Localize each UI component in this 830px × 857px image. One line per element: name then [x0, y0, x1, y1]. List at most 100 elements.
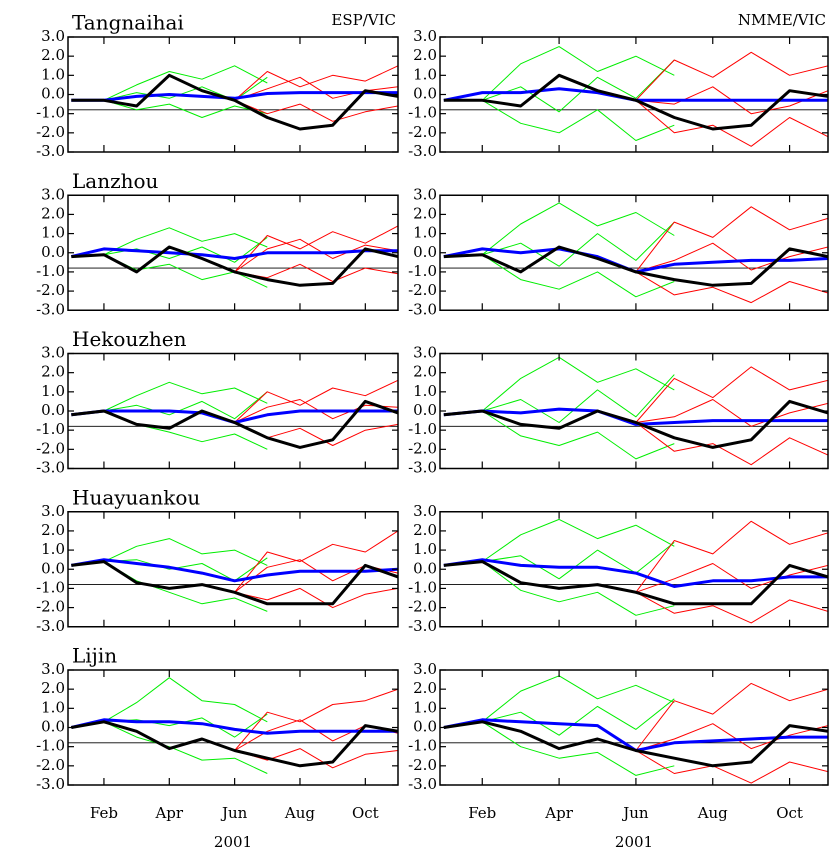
y-tick-label: 1.0: [41, 698, 65, 716]
y-tick-label: -2.0: [408, 439, 437, 457]
y-tick-label: 2.0: [41, 46, 65, 64]
x-tick-label: Oct: [776, 804, 803, 822]
y-tick-label: 0.0: [41, 559, 65, 577]
observed-line: [443, 560, 828, 606]
y-tick-label: -2.0: [36, 598, 65, 616]
ensemble-line: [103, 65, 268, 101]
ensemble-line: [482, 59, 675, 113]
y-tick-label: 2.0: [41, 204, 65, 222]
ensemble-line: [103, 557, 268, 582]
ensemble-line: [635, 422, 828, 466]
ensemble-line: [481, 202, 675, 256]
y-tick-label: -2.0: [408, 281, 437, 299]
y-tick-label: 3.0: [413, 502, 437, 520]
ensemble-line: [482, 518, 675, 563]
y-tick-label: 1.0: [413, 224, 437, 242]
y-tick-label: 2.0: [413, 46, 437, 64]
y-tick-label: -1.0: [408, 262, 437, 280]
y-tick-label: 1.0: [41, 224, 65, 242]
y-tick-label: -1.0: [408, 737, 437, 755]
y-tick-label: 3.0: [41, 185, 65, 203]
observed-line: [71, 73, 398, 131]
y-tick-label: -3.0: [36, 142, 65, 160]
x-tick-label: Feb: [90, 804, 118, 822]
ensemble-line: [103, 538, 268, 566]
ensemble-line: [234, 65, 398, 101]
y-tick-label: 3.0: [41, 502, 65, 520]
ensemble-line: [635, 366, 828, 423]
y-tick-label: 0.0: [413, 243, 437, 261]
y-tick-label: 3.0: [413, 344, 437, 362]
y-tick-label: -3.0: [36, 300, 65, 318]
ensemble-line: [482, 374, 675, 423]
x-axis-label: 2001: [615, 833, 653, 851]
y-tick-label: 2.0: [413, 521, 437, 539]
y-tick-label: -3.0: [408, 300, 437, 318]
y-tick-label: -3.0: [36, 617, 65, 635]
ensemble-line: [482, 561, 675, 616]
x-tick-label: Apr: [154, 804, 183, 822]
ensemble-line: [103, 410, 268, 450]
ensemble-line: [635, 591, 828, 624]
ensemble-line: [103, 99, 268, 118]
ensemble-line: [103, 677, 268, 723]
y-tick-label: -1.0: [408, 104, 437, 122]
ensemble-line: [103, 391, 268, 420]
y-tick-label: -1.0: [408, 420, 437, 438]
ensemble-line: [482, 99, 675, 141]
y-tick-label: 3.0: [41, 344, 65, 362]
ensemble-line: [234, 225, 398, 273]
y-tick-label: -3.0: [408, 459, 437, 477]
observed-line: [71, 245, 398, 287]
y-tick-label: 3.0: [413, 27, 437, 45]
y-tick-label: -2.0: [408, 123, 437, 141]
ensemble-line: [635, 51, 828, 101]
y-tick-label: 1.0: [41, 65, 65, 83]
ensemble-line: [635, 206, 828, 273]
y-tick-label: -2.0: [36, 756, 65, 774]
observed-line: [71, 399, 398, 449]
y-tick-label: 0.0: [413, 559, 437, 577]
y-tick-label: 1.0: [41, 540, 65, 558]
mean-line: [443, 407, 828, 426]
ensemble-line: [481, 675, 675, 723]
plot-frame: [439, 669, 829, 786]
y-tick-label: -3.0: [408, 775, 437, 793]
x-tick-label: Oct: [352, 804, 379, 822]
observed-line: [443, 245, 828, 287]
y-tick-label: 0.0: [413, 401, 437, 419]
panel-title: Lanzhou: [72, 169, 159, 193]
panel-title: Huayuankou: [72, 485, 200, 509]
y-tick-label: -1.0: [36, 104, 65, 122]
y-tick-label: -3.0: [408, 142, 437, 160]
ensemble-line: [635, 563, 828, 593]
y-tick-label: 1.0: [413, 382, 437, 400]
ensemble-line: [103, 721, 268, 774]
ensemble-line: [234, 587, 398, 609]
y-tick-label: 1.0: [413, 65, 437, 83]
ensemble-line: [635, 99, 828, 147]
ensemble-line: [234, 748, 398, 769]
ensemble-line: [482, 721, 675, 776]
ensemble-line: [635, 520, 828, 593]
y-tick-label: 3.0: [413, 660, 437, 678]
y-tick-label: -1.0: [36, 420, 65, 438]
ensemble-line: [103, 381, 268, 412]
panel-label: NMME/VIC: [738, 11, 826, 29]
ensemble-line: [635, 682, 828, 751]
observed-line: [443, 399, 828, 449]
mean-line: [71, 91, 398, 102]
ensemble-line: [234, 379, 398, 423]
y-tick-label: -3.0: [408, 617, 437, 635]
plot-frame: [439, 194, 829, 311]
ensemble-line: [234, 99, 398, 122]
ensemble-line: [234, 719, 398, 751]
ensemble-line: [635, 723, 828, 751]
ensemble-line: [635, 750, 828, 784]
y-tick-label: 3.0: [413, 185, 437, 203]
x-axis-label: 2001: [214, 833, 252, 851]
ensemble-line: [103, 254, 268, 288]
panel-label: ESP/VIC: [331, 11, 396, 29]
ensemble-line: [234, 688, 398, 751]
y-tick-label: -2.0: [408, 598, 437, 616]
